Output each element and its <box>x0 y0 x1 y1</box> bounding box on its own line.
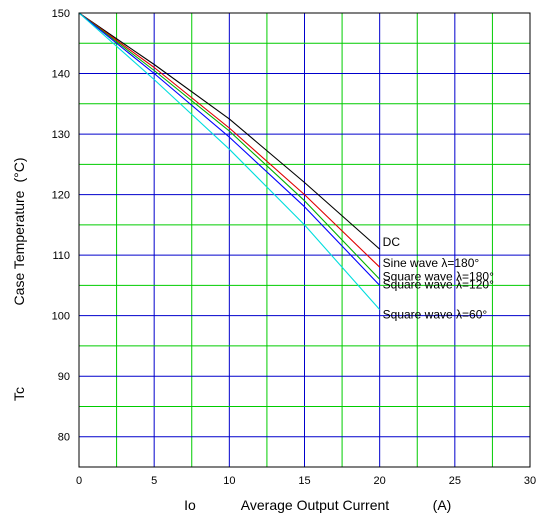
x-tick-label: 0 <box>76 475 82 487</box>
grid <box>78 12 531 468</box>
xlabel-symbol: Io <box>184 497 196 513</box>
y-tick-label: 110 <box>52 250 70 262</box>
legend-label: DC <box>383 235 401 249</box>
series-line-3 <box>78 12 381 286</box>
legend-label: Square wave λ=60° <box>383 308 488 322</box>
legend-label: Square wave λ=120° <box>383 277 494 291</box>
ylabel-unit: (°C) <box>11 157 27 182</box>
y-tick-label: 100 <box>52 311 70 323</box>
series-line-1 <box>78 12 381 268</box>
y-tick-label: 120 <box>52 190 70 202</box>
plot-frame <box>78 12 531 468</box>
x-tick-label: 25 <box>449 475 461 487</box>
ylabel-text: Case Temperature <box>11 190 27 305</box>
series-line-4 <box>78 12 381 310</box>
xlabel-text: Average Output Current <box>241 497 389 513</box>
y-tick-label: 130 <box>52 129 70 141</box>
series-line-0 <box>78 12 381 250</box>
series-line-2 <box>78 12 381 280</box>
xlabel-unit: (A) <box>433 497 452 513</box>
x-tick-label: 5 <box>151 475 157 487</box>
x-tick-label: 10 <box>223 475 235 487</box>
y-tick-label: 150 <box>52 8 70 20</box>
legend-label: Square wave λ=180° <box>383 269 494 283</box>
y-tick-label: 80 <box>58 432 70 444</box>
ylabel-symbol: Tc <box>11 387 27 401</box>
series-lines <box>78 12 381 310</box>
y-tick-label: 140 <box>52 69 70 81</box>
legend-label: Sine wave λ=180° <box>383 256 480 270</box>
tick-labels: 0 5 10 15 20 25 30 80 90 100 110 120 130 140 150 <box>52 8 536 487</box>
y-tick-label: 90 <box>58 371 70 383</box>
x-tick-label: 30 <box>524 475 536 487</box>
x-tick-label: 15 <box>298 475 310 487</box>
x-tick-label: 20 <box>374 475 386 487</box>
